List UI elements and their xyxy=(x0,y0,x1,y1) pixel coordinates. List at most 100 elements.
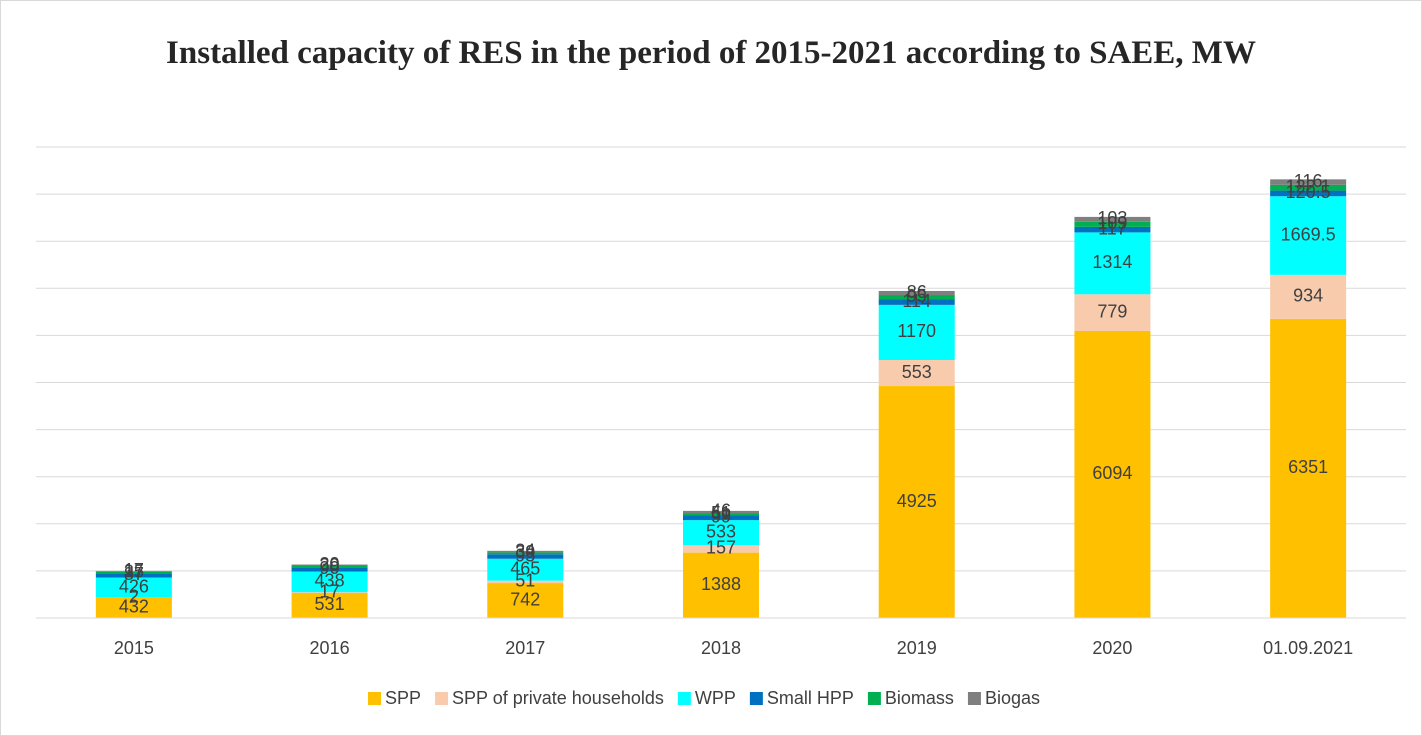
bar-segment xyxy=(95,573,172,578)
data-label: 114 xyxy=(902,291,931,311)
bar-segment xyxy=(878,304,955,360)
bar-segment xyxy=(878,290,955,296)
bar-segment xyxy=(95,577,172,598)
data-label: 51 xyxy=(515,571,535,591)
bar-segment xyxy=(291,592,368,618)
bar-segment xyxy=(487,550,564,553)
data-label: 6094 xyxy=(1092,463,1132,483)
data-label: 1669.5 xyxy=(1281,224,1336,244)
bar-segment xyxy=(878,299,955,305)
x-tick-label: 2016 xyxy=(310,638,350,658)
legend-label: Biogas xyxy=(985,688,1040,708)
data-label: 39 xyxy=(320,555,340,575)
data-label: 35 xyxy=(124,561,144,581)
chart-title: Installed capacity of RES in the period … xyxy=(166,35,1256,71)
bar-segment xyxy=(487,554,564,559)
data-label: 120.5 xyxy=(1286,182,1331,202)
x-tick-label: 2019 xyxy=(897,638,937,658)
data-label: 1388 xyxy=(701,574,741,594)
bar-segment xyxy=(291,564,368,566)
data-label: 1314 xyxy=(1092,252,1132,272)
legend-swatch xyxy=(435,692,449,705)
bar-segment xyxy=(95,571,172,574)
bar-segment xyxy=(1270,179,1347,185)
data-label: 426 xyxy=(119,576,149,596)
bar-segment xyxy=(1074,216,1151,222)
data-label: 432 xyxy=(119,597,149,617)
bar-segment xyxy=(683,510,759,514)
bar-segment xyxy=(1270,318,1347,618)
x-tick-label: 2020 xyxy=(1092,638,1132,658)
data-label: 779 xyxy=(1097,301,1127,321)
bar-segment xyxy=(291,567,368,572)
bar-segment xyxy=(878,295,955,300)
bar-segment xyxy=(487,552,564,555)
data-label: 117 xyxy=(1098,218,1127,238)
data-label: 934 xyxy=(1293,286,1323,306)
data-label: 39 xyxy=(515,542,535,562)
data-label: 109 xyxy=(1097,213,1127,233)
bar-segment xyxy=(95,570,172,572)
legend-label: WPP xyxy=(695,688,736,708)
bar-segment xyxy=(1270,196,1347,275)
data-label: 4925 xyxy=(897,491,937,511)
bar-segment xyxy=(683,552,759,618)
bar-segment xyxy=(683,520,759,546)
bar-segment xyxy=(683,513,759,516)
data-label: 553 xyxy=(902,362,932,382)
bar-segment xyxy=(1074,221,1151,227)
x-tick-label: 2017 xyxy=(505,638,545,658)
data-label: 116 xyxy=(1294,171,1323,191)
bar-segment xyxy=(487,583,564,618)
bar-segment xyxy=(1270,274,1347,319)
legend-label: Biomass xyxy=(885,688,954,708)
bar-segment xyxy=(487,558,564,581)
x-tick-label: 2018 xyxy=(701,638,741,658)
data-label: 90 xyxy=(320,558,340,578)
bar-segment xyxy=(1074,232,1151,295)
data-label: 157 xyxy=(706,538,736,558)
data-label: 17 xyxy=(320,581,340,601)
data-label: 51 xyxy=(711,503,731,523)
data-label: 95 xyxy=(515,545,535,565)
data-label: 87 xyxy=(124,564,144,584)
legend-label: Small HPP xyxy=(767,688,854,708)
bar-segment xyxy=(291,565,368,568)
data-label: 20 xyxy=(320,554,340,574)
bar-segment xyxy=(1074,226,1151,233)
data-label: 6351 xyxy=(1288,457,1328,477)
data-label: 46 xyxy=(711,501,731,521)
data-label: 465 xyxy=(510,558,540,578)
bar-segment xyxy=(291,592,368,593)
data-label: 2 xyxy=(129,586,139,606)
legend-swatch xyxy=(368,692,382,705)
legend-label: SPP of private households xyxy=(452,688,664,708)
data-label: 34 xyxy=(515,540,535,560)
legend-swatch xyxy=(749,692,763,705)
data-label: 86 xyxy=(907,282,927,302)
data-label: 531 xyxy=(315,594,345,614)
bar-segment xyxy=(1270,184,1347,191)
bar-segment xyxy=(1074,330,1151,618)
bar-segment xyxy=(1074,294,1151,331)
data-label: 122.1 xyxy=(1286,176,1331,196)
data-label: 95 xyxy=(907,286,927,306)
legend-swatch xyxy=(967,692,981,705)
bar-segment xyxy=(683,515,759,521)
legend-label: SPP xyxy=(385,688,421,708)
data-label: 438 xyxy=(315,571,345,591)
bar-segment xyxy=(291,571,368,593)
bar-segment xyxy=(95,597,172,618)
data-label: 103 xyxy=(1097,208,1127,228)
bar-segment xyxy=(878,386,955,618)
bar-segment xyxy=(487,580,564,584)
x-tick-label: 01.09.2021 xyxy=(1263,638,1353,658)
data-label: 17 xyxy=(124,560,144,580)
legend-swatch xyxy=(677,692,691,705)
data-label: 533 xyxy=(706,521,736,541)
bar-segment xyxy=(683,545,759,553)
x-tick-label: 2015 xyxy=(114,638,154,658)
data-label: 1170 xyxy=(897,321,936,341)
